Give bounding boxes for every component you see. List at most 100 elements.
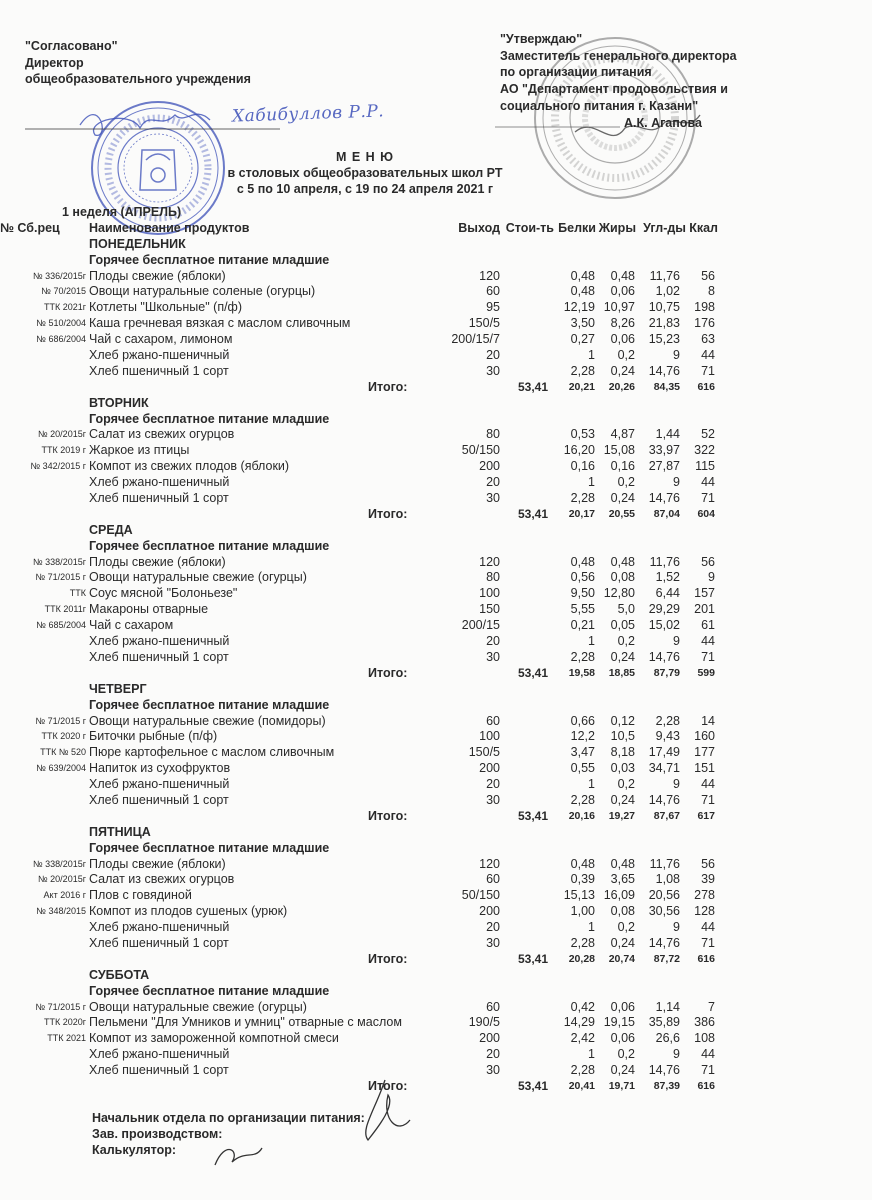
cell-fat: 0,24 [610, 363, 635, 378]
cell-protein: 9,50 [570, 586, 595, 601]
day-name: ЧЕТВЕРГ [89, 681, 147, 696]
cell-kcal: 44 [701, 475, 715, 490]
recipe-code: № 20/2015г [38, 874, 86, 885]
cell-output: 200 [479, 459, 500, 474]
dish-name: Хлеб пшеничный 1 сорт [89, 491, 229, 506]
day-heading: ПОНЕДЕЛЬНИК [0, 237, 872, 253]
cell-carbs: 1,08 [655, 872, 680, 887]
cell-protein: 12,2 [570, 729, 595, 744]
table-row: ТТК 2021г Котлеты "Школьные" (п/ф) 95 12,19… [0, 300, 872, 316]
cell-protein: 3,47 [570, 745, 595, 760]
cell-carbs: 9 [673, 777, 680, 792]
total-cost: 53,41 [517, 665, 548, 680]
cell-output: 200 [479, 761, 500, 776]
cell-output: 80 [486, 427, 500, 442]
group-name: Горячее бесплатное питание младшие [89, 840, 330, 855]
dish-name: Салат из свежих огурцов [89, 427, 235, 442]
dish-name: Хлеб ржано-пшеничный [89, 1047, 230, 1062]
col-output: Выход [458, 220, 500, 235]
cell-carbs: 35,89 [648, 1015, 680, 1030]
cell-carbs: 14,76 [648, 363, 680, 378]
approval-right-line1: Заместитель генерального директора [500, 48, 737, 63]
cell-kcal: 71 [701, 649, 715, 664]
recipe-code: ТТК [69, 588, 86, 599]
cell-output: 80 [486, 570, 500, 585]
cell-protein: 2,28 [570, 649, 595, 664]
cell-fat: 0,06 [610, 1031, 635, 1046]
cell-kcal: 128 [694, 904, 715, 919]
menu-table: 1 неделя (АПРЕЛЬ) № Сб.рец Наименование … [0, 205, 872, 1095]
table-row: ТТК 2020г Пельмени "Для Умников и умниц" … [0, 1015, 872, 1031]
total-protein: 19,58 [568, 666, 595, 679]
recipe-code: № 338/2015г [33, 556, 86, 567]
total-label: Итого: [368, 808, 408, 823]
dish-name: Овощи натуральные свежие (помидоры) [89, 713, 326, 728]
dish-name: Плоды свежие (яблоки) [89, 554, 226, 569]
cell-output: 190/5 [468, 1015, 500, 1030]
approval-right-signer: А.К. Агапова [624, 115, 702, 130]
cell-carbs: 9 [673, 348, 680, 363]
cell-output: 30 [486, 491, 500, 506]
cell-protein: 0,55 [570, 761, 595, 776]
day-name: ПОНЕДЕЛЬНИК [89, 236, 186, 251]
approval-left-org: общеобразовательного учреждения [25, 72, 251, 86]
cell-protein: 15,13 [563, 888, 595, 903]
total-kcal: 616 [697, 1079, 715, 1092]
cell-output: 20 [486, 475, 500, 490]
cell-output: 60 [486, 713, 500, 728]
cell-protein: 1,00 [570, 904, 595, 919]
cell-protein: 0,16 [570, 459, 595, 474]
total-kcal: 617 [697, 809, 715, 822]
cell-protein: 1 [588, 348, 595, 363]
total-cost: 53,41 [517, 1078, 548, 1093]
table-row: ТТК Соус мясной "Болоньезе" 100 9,50 12,80 6,… [0, 586, 872, 602]
cell-output: 30 [486, 1063, 500, 1078]
cell-fat: 10,97 [603, 300, 635, 315]
table-row: Хлеб ржано-пшеничный 20 1 0,2 9 44 [0, 348, 872, 364]
cell-output: 120 [479, 856, 500, 871]
cell-carbs: 9 [673, 1047, 680, 1062]
cell-protein: 2,28 [570, 363, 595, 378]
table-row: ТТК 2021 Компот из замороженной компотной… [0, 1031, 872, 1047]
cell-protein: 0,48 [570, 856, 595, 871]
dish-name: Чай с сахаром, лимоном [89, 332, 233, 347]
left-signature [79, 113, 211, 136]
cell-fat: 0,2 [617, 777, 635, 792]
dish-name: Хлеб ржано-пшеничный [89, 348, 230, 363]
cell-carbs: 33,97 [648, 443, 680, 458]
dish-name: Плоды свежие (яблоки) [89, 268, 226, 283]
cell-carbs: 2,28 [655, 713, 680, 728]
table-row: № 20/2015г Салат из свежих огурцов 80 0,53 4… [0, 427, 872, 443]
recipe-code: Акт 2016 г [43, 890, 86, 901]
cell-protein: 2,28 [570, 792, 595, 807]
total-label: Итого: [368, 951, 408, 966]
cell-kcal: 177 [694, 745, 715, 760]
cell-carbs: 14,76 [648, 649, 680, 664]
cell-fat: 0,24 [610, 935, 635, 950]
dish-name: Биточки рыбные (п/ф) [89, 729, 218, 744]
dish-name: Компот из замороженной компотной смеси [89, 1031, 339, 1046]
total-fat: 19,71 [608, 1079, 635, 1092]
cell-output: 100 [479, 586, 500, 601]
cell-protein: 0,21 [570, 618, 595, 633]
cell-carbs: 11,76 [649, 268, 680, 283]
cell-carbs: 15,02 [648, 618, 680, 633]
recipe-code: № 342/2015 г [30, 461, 86, 472]
total-protein: 20,17 [568, 507, 595, 520]
table-row: № 510/2004 Каша гречневая вязкая с маслом… [0, 316, 872, 332]
cell-output: 150/5 [468, 745, 500, 760]
document-dates: с 5 по 10 апреля, с 19 по 24 апреля 2021… [236, 182, 494, 196]
total-fat: 20,26 [608, 380, 635, 393]
total-kcal: 599 [697, 666, 715, 679]
dish-name: Хлеб ржано-пшеничный [89, 475, 230, 490]
dish-name: Хлеб ржано-пшеничный [89, 634, 230, 649]
table-row: ТТК 2020 г Биточки рыбные (п/ф) 100 12,2 10,… [0, 729, 872, 745]
dish-name: Хлеб ржано-пшеничный [89, 777, 230, 792]
cell-carbs: 20,56 [648, 888, 680, 903]
cell-protein: 0,48 [570, 284, 595, 299]
recipe-code: № 71/2015 г [35, 715, 86, 726]
dish-name: Плов с говядиной [89, 888, 192, 903]
cell-protein: 5,55 [570, 602, 595, 617]
table-row: № 71/2015 г Овощи натуральные свежие (пом… [0, 714, 872, 730]
approval-left: "Согласовано" Директор общеобразовательн… [25, 38, 251, 88]
